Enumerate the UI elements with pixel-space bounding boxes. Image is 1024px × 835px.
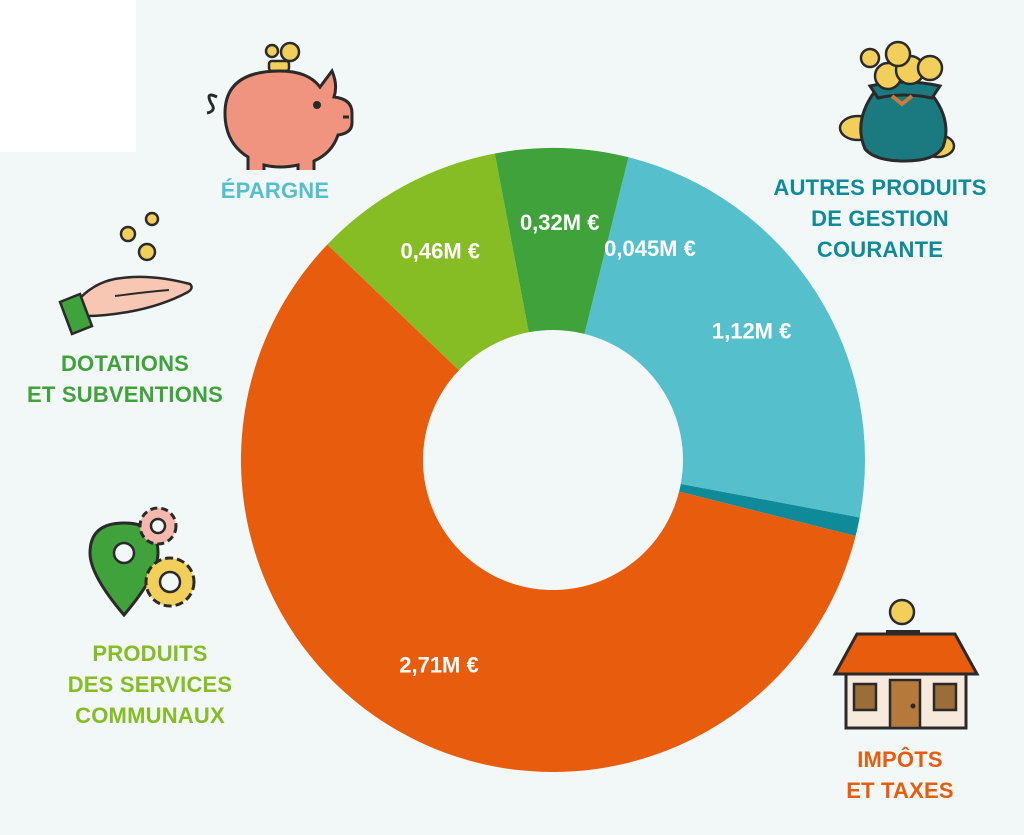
donut-slice-0 [584,157,865,518]
label-autres-produits: AUTRES PRODUITS DE GESTION COURANTE [773,175,987,262]
value-label-2: 2,71M € [399,652,479,677]
donut-slice-2 [241,244,856,772]
piggy-bank-icon [206,41,354,170]
label-dotations: DOTATIONS ET SUBVENTIONS [27,351,223,407]
label-produits-services: PRODUITS DES SERVICES COMMUNAUX [67,641,233,728]
value-label-3: 0,46M € [401,238,481,263]
donut-slice-1 [679,483,860,536]
value-label-4: 0,32M € [520,210,600,235]
hand-coins-icon [58,211,193,336]
map-pin-gears-icon [88,506,196,618]
donut-slice-3 [327,153,529,371]
label-impots: IMPÔTS ET TAXES [846,747,954,803]
donut-slice-4 [494,148,629,334]
value-label-1: 0,045M € [604,236,696,261]
label-epargne: ÉPARGNE [220,178,330,203]
money-bag-icon [838,40,956,163]
house-coin-icon [832,598,980,730]
value-label-0: 1,12M € [712,318,792,343]
corner-panel [0,0,136,152]
